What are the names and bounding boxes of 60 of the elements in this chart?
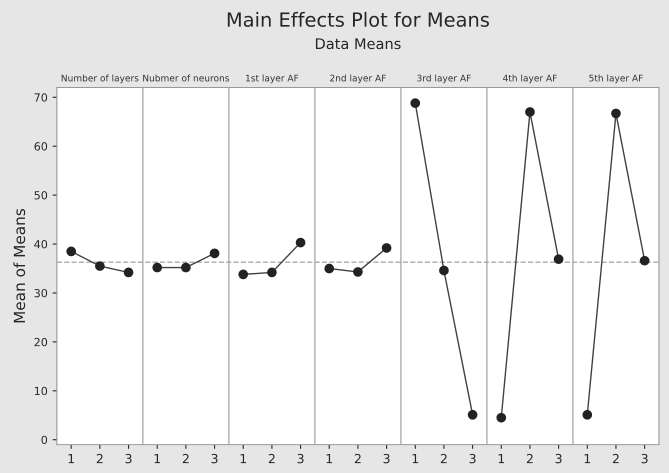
point (66, 246, 76, 256)
point (152, 262, 162, 272)
x-tick-label: 3 (642, 454, 648, 464)
point (468, 410, 478, 420)
x-tick-label: 3 (384, 454, 390, 464)
text: 3rd layer AF (417, 74, 471, 84)
point (238, 270, 248, 280)
y-tick-label: 60 (34, 142, 48, 151)
y-tick-label: 70 (34, 93, 48, 102)
point (410, 98, 420, 108)
x-tick-label: 2 (96, 454, 103, 464)
text: 1st layer AF (246, 74, 298, 84)
point (267, 268, 277, 278)
x-tick-label: 3 (470, 454, 476, 464)
y-tick-label: 0 (42, 436, 48, 444)
y-tick-label: 50 (34, 191, 48, 200)
x-tick-label: 1 (584, 454, 590, 464)
x-tick-label: 2 (182, 454, 189, 464)
x-tick-label: 3 (212, 454, 218, 464)
point (496, 412, 506, 423)
x-tick-label: 1 (154, 454, 160, 464)
y-tick-label: 10 (34, 386, 48, 396)
point (181, 262, 191, 272)
text: 5th layer AF (589, 74, 643, 84)
y-tick-label: 30 (34, 288, 48, 298)
x-tick-label: 2 (612, 454, 619, 464)
point (611, 108, 621, 118)
x-tick-label: 3 (126, 454, 132, 464)
point (439, 266, 449, 276)
text: 4th layer AF (503, 74, 557, 84)
x-tick-label: 1 (326, 454, 332, 464)
point (582, 410, 592, 420)
x-tick-label: 1 (68, 454, 74, 464)
x-tick-label: 2 (354, 454, 361, 464)
y-axis-title: Mean of Means (13, 208, 26, 322)
text: 2nd layer AF (330, 74, 386, 84)
point (124, 268, 134, 278)
point (554, 254, 564, 264)
y-tick-label: 40 (34, 240, 48, 248)
x-tick-label: 1 (412, 454, 418, 464)
point (95, 261, 105, 271)
text: Nubmer of neurons (143, 74, 230, 82)
point (525, 107, 535, 117)
text: Number of layers (62, 74, 138, 84)
point (324, 264, 334, 274)
x-tick-label: 2 (268, 454, 275, 464)
chart-subtitle: Data Means (316, 38, 401, 50)
point (353, 267, 363, 277)
x-tick-label: 1 (240, 454, 246, 464)
y-tick-label: 20 (34, 338, 48, 346)
x-tick-label: 3 (298, 454, 304, 464)
x-tick-label: 2 (526, 454, 533, 464)
point (210, 248, 220, 258)
point (382, 243, 392, 253)
x-tick-label: 2 (440, 454, 447, 464)
x-tick-label: 1 (498, 454, 504, 464)
point (296, 238, 306, 248)
point (640, 256, 650, 266)
chart-title: Main Effects Plot for Means (228, 12, 489, 27)
x-tick-label: 3 (556, 454, 562, 464)
